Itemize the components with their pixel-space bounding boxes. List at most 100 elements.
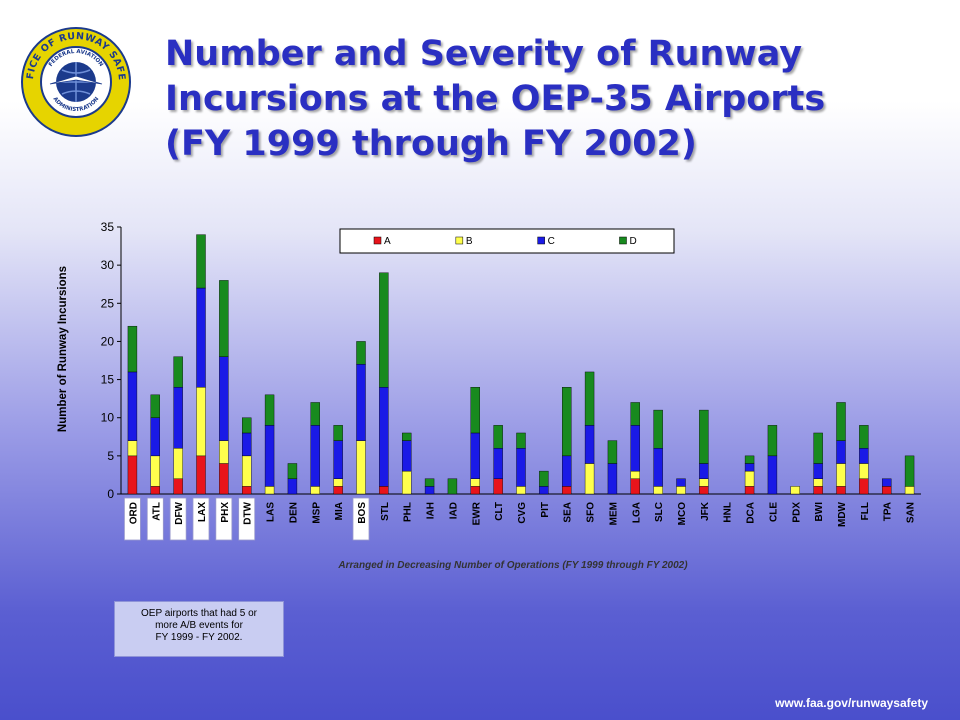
bar-mia-d <box>333 425 343 441</box>
bar-bwi-d <box>813 432 823 464</box>
bar-cvg-c <box>516 448 526 487</box>
bar-dfw-c <box>173 387 183 449</box>
bar-stl-d <box>379 272 389 388</box>
bar-mco-b <box>676 486 686 495</box>
x-tick-label-dtw: DTW <box>243 501 254 524</box>
legend-swatch-d <box>619 236 627 245</box>
x-tick-label-sea: SEA <box>563 502 574 523</box>
bar-phx-b <box>219 440 229 464</box>
title-line-3: (FY 1999 through FY 2002) <box>165 124 697 164</box>
bar-sea-c <box>562 455 572 487</box>
bar-msp-b <box>310 486 320 495</box>
x-tick-label-bwi: BWI <box>814 502 825 522</box>
x-tick-label-san: SAN <box>906 502 917 523</box>
bar-jfk-a <box>699 486 709 495</box>
bar-msp-d <box>310 402 320 426</box>
bar-atl-b <box>150 455 160 487</box>
bar-dca-a <box>744 486 755 495</box>
bar-sfo-d <box>584 371 595 426</box>
note-box: OEP airports that had 5 or more A/B even… <box>114 601 284 657</box>
bar-san-d <box>904 455 915 487</box>
x-tick-label-sfo: SFO <box>586 502 597 523</box>
bar-sea-d <box>562 387 572 457</box>
x-axis-label: Arranged in Decreasing Number of Operati… <box>337 560 688 571</box>
x-tick-label-jfk: JFK <box>700 501 711 521</box>
legend-swatch-c <box>537 236 545 245</box>
legend-label-d: D <box>629 236 636 247</box>
page-title: Number and Severity of Runway Incursions… <box>165 32 945 167</box>
bar-lax-c <box>196 287 206 388</box>
bar-slc-d <box>653 409 663 449</box>
highlighted-category-backgrounds <box>124 497 370 541</box>
bar-pit-c <box>539 486 549 495</box>
highlight-box-ord <box>124 497 141 541</box>
legend-label-b: B <box>466 236 473 247</box>
bar-bwi-c <box>813 463 823 479</box>
bar-cvg-b <box>516 486 526 495</box>
footer-url-link[interactable]: www.faa.gov/runwaysafety <box>775 696 928 710</box>
bar-ord-b <box>127 440 138 457</box>
bar-iah-d <box>424 478 435 487</box>
bar-bwi-a <box>813 486 823 495</box>
bar-atl-c <box>150 417 160 457</box>
bar-slc-c <box>653 448 663 487</box>
bar-stl-a <box>379 486 389 495</box>
x-tick-label-ord: ORD <box>128 502 139 524</box>
note-line-3: FY 1999 - FY 2002. <box>155 632 243 643</box>
bar-mem-d <box>607 440 618 464</box>
bar-atl-a <box>150 486 160 495</box>
x-tick-label-clt: CLT <box>494 502 505 521</box>
bar-phl-c <box>402 440 412 472</box>
bar-phx-a <box>219 463 229 495</box>
y-axis-label: Number of Runway Incursions <box>57 266 69 432</box>
bar-mco-c <box>676 478 686 487</box>
bar-bos-b <box>356 440 366 495</box>
y-tick-label: 35 <box>101 220 115 234</box>
legend-swatch-a <box>373 236 382 245</box>
bar-phx-d <box>219 280 229 357</box>
x-tick-label-fll: FLL <box>860 502 871 520</box>
chart-bars <box>127 234 915 495</box>
bar-phl-b <box>402 470 412 495</box>
x-tick-label-bos: BOS <box>357 502 368 524</box>
bar-cvg-d <box>516 432 526 449</box>
bar-lga-b <box>630 470 640 479</box>
bar-dca-c <box>744 463 755 472</box>
highlight-box-lax <box>192 497 210 541</box>
bar-dtw-c <box>242 432 252 457</box>
y-tick-labels: 0 5 10 15 20 25 30 35 <box>101 220 115 501</box>
x-tick-label-phx: PHX <box>220 502 231 523</box>
bar-tpa-a <box>882 486 892 495</box>
chart-legend: A B C D <box>339 228 675 254</box>
bar-mia-b <box>333 478 343 487</box>
x-tick-label-las: LAS <box>266 502 277 522</box>
bar-sea-a <box>562 486 572 495</box>
bar-sfo-b <box>584 463 595 495</box>
y-tick-label: 5 <box>107 449 114 463</box>
y-tick-label: 20 <box>101 334 115 348</box>
y-tick-label: 30 <box>101 258 115 272</box>
bar-lga-d <box>630 402 640 426</box>
bar-jfk-d <box>699 409 709 464</box>
x-tick-label-pdx: PDX <box>791 502 802 523</box>
x-tick-label-mdw: MDW <box>837 501 848 527</box>
bar-atl-d <box>150 394 160 418</box>
x-tick-label-slc: SLC <box>654 502 665 522</box>
x-tick-label-hnl: HNL <box>723 502 734 523</box>
bar-iah-c <box>424 486 435 495</box>
bar-slc-b <box>653 486 663 495</box>
highlight-box-phx <box>215 497 233 541</box>
bar-stl-c <box>379 387 389 487</box>
bar-phl-d <box>402 432 412 441</box>
bar-jfk-c <box>699 463 709 479</box>
bar-clt-c <box>493 448 503 479</box>
bar-cle-c <box>767 455 778 495</box>
note-line-1: OEP airports that had 5 or <box>141 608 257 619</box>
bar-mdw-c <box>836 440 846 464</box>
x-tick-label-lax: LAX <box>197 502 208 522</box>
y-tick-label: 0 <box>107 487 114 501</box>
title-line-1: Number and Severity of Runway <box>165 34 803 74</box>
bar-san-b <box>904 486 915 495</box>
bar-las-d <box>264 394 275 426</box>
bar-dtw-d <box>242 417 252 434</box>
